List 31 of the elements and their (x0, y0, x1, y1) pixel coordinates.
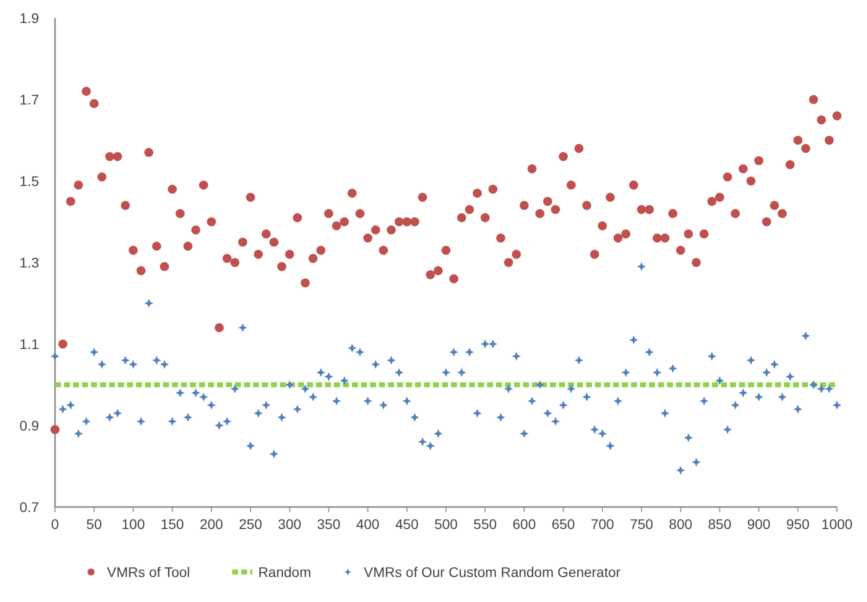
x-tick-label: 1000 (821, 516, 853, 532)
x-tick-label: 800 (668, 516, 692, 532)
x-tick-label: 900 (747, 516, 771, 532)
x-tick-label: 300 (278, 516, 302, 532)
y-tick-label: 1.9 (20, 10, 40, 26)
x-tick-label: 0 (51, 516, 60, 532)
x-tick-label: 950 (786, 516, 810, 532)
x-tick-label: 250 (238, 516, 262, 532)
x-tick-label: 650 (552, 516, 576, 532)
x-tick-label: 500 (434, 516, 458, 532)
legend-label: Random (258, 564, 312, 580)
y-tick-label: 1.5 (20, 172, 40, 189)
legend-label: VMRs of Our Custom Random Generator (364, 564, 621, 580)
y-tick-label: 1.7 (20, 91, 40, 108)
legend-label: VMRs of Tool (107, 564, 190, 580)
x-tick-label: 100 (122, 516, 146, 532)
x-tick-label: 700 (590, 516, 614, 532)
x-tick-label: 350 (317, 516, 341, 532)
y-tick-label: 1.3 (20, 254, 40, 270)
x-tick-label: 550 (473, 516, 497, 532)
y-tick-label: 0.7 (20, 498, 40, 515)
x-tick-label: 600 (512, 516, 536, 532)
y-tick-label: 1.1 (20, 336, 40, 352)
x-tick-label: 750 (630, 516, 654, 532)
x-tick-label: 450 (395, 516, 419, 532)
x-tick-label: 150 (160, 516, 184, 532)
x-tick-label: 200 (200, 516, 224, 532)
x-tick-label: 400 (356, 516, 380, 532)
y-tick-label: 0.9 (20, 417, 40, 434)
x-tick-label: 50 (86, 516, 102, 532)
x-tick-label: 850 (708, 516, 732, 532)
